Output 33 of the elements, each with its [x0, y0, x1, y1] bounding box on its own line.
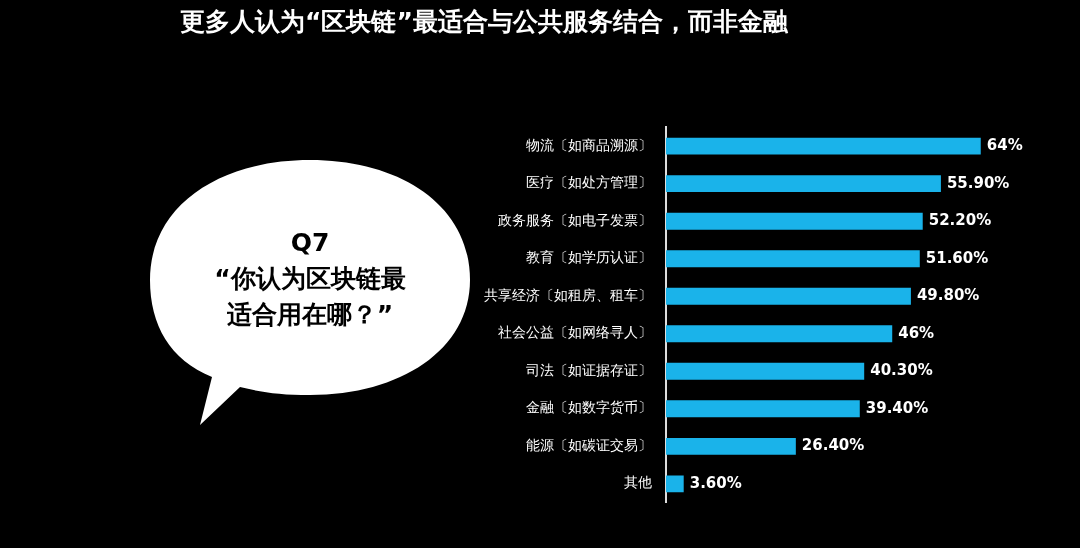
chart-title: 更多人认为“区块链”最适合与公共服务结合，而非金融: [180, 6, 789, 38]
bar: [666, 212, 923, 230]
data-label: 3.60%: [689, 473, 742, 492]
bar: [666, 175, 941, 193]
y-tick-label: 其他: [624, 474, 652, 491]
y-tick-label: 司法〔如证据存证〕: [526, 361, 652, 378]
data-label: 64%: [986, 136, 1023, 155]
y-tick-label: 共享经济〔如租房、租车〕: [484, 286, 652, 303]
data-label: 46%: [898, 323, 935, 342]
text: “你认为区块链最适合用在哪？”: [213, 263, 407, 331]
y-tick-label: 教育〔如学历认证〕: [526, 249, 652, 266]
data-label: 55.90%: [946, 173, 1010, 192]
data-label: 52.20%: [928, 211, 992, 230]
bar: [666, 437, 796, 455]
bar: [666, 400, 860, 418]
y-tick-label: 物流〔如商品溯源〕: [526, 136, 652, 153]
y-tick-label: 能源〔如碳证交易〕: [526, 436, 652, 453]
bar: [666, 362, 865, 380]
data-label: 26.40%: [801, 436, 865, 455]
bar: [666, 325, 893, 343]
text: Q7: [289, 227, 331, 259]
bar: [666, 287, 911, 305]
data-label: 39.40%: [865, 398, 929, 417]
y-tick-label: 医疗〔如处方管理〕: [526, 174, 652, 191]
bar: [666, 250, 920, 268]
data-label: 49.80%: [916, 286, 980, 305]
bar: [666, 137, 981, 155]
data-label: 40.30%: [870, 361, 933, 380]
y-tick-label: 金融〔如数字货币〕: [526, 399, 652, 416]
y-tick-label: 政务服务〔如电子发票〕: [498, 211, 652, 228]
y-tick-label: 社会公益〔如网络寻人〕: [498, 324, 652, 341]
bar: [666, 475, 684, 493]
data-label: 51.60%: [925, 248, 989, 267]
